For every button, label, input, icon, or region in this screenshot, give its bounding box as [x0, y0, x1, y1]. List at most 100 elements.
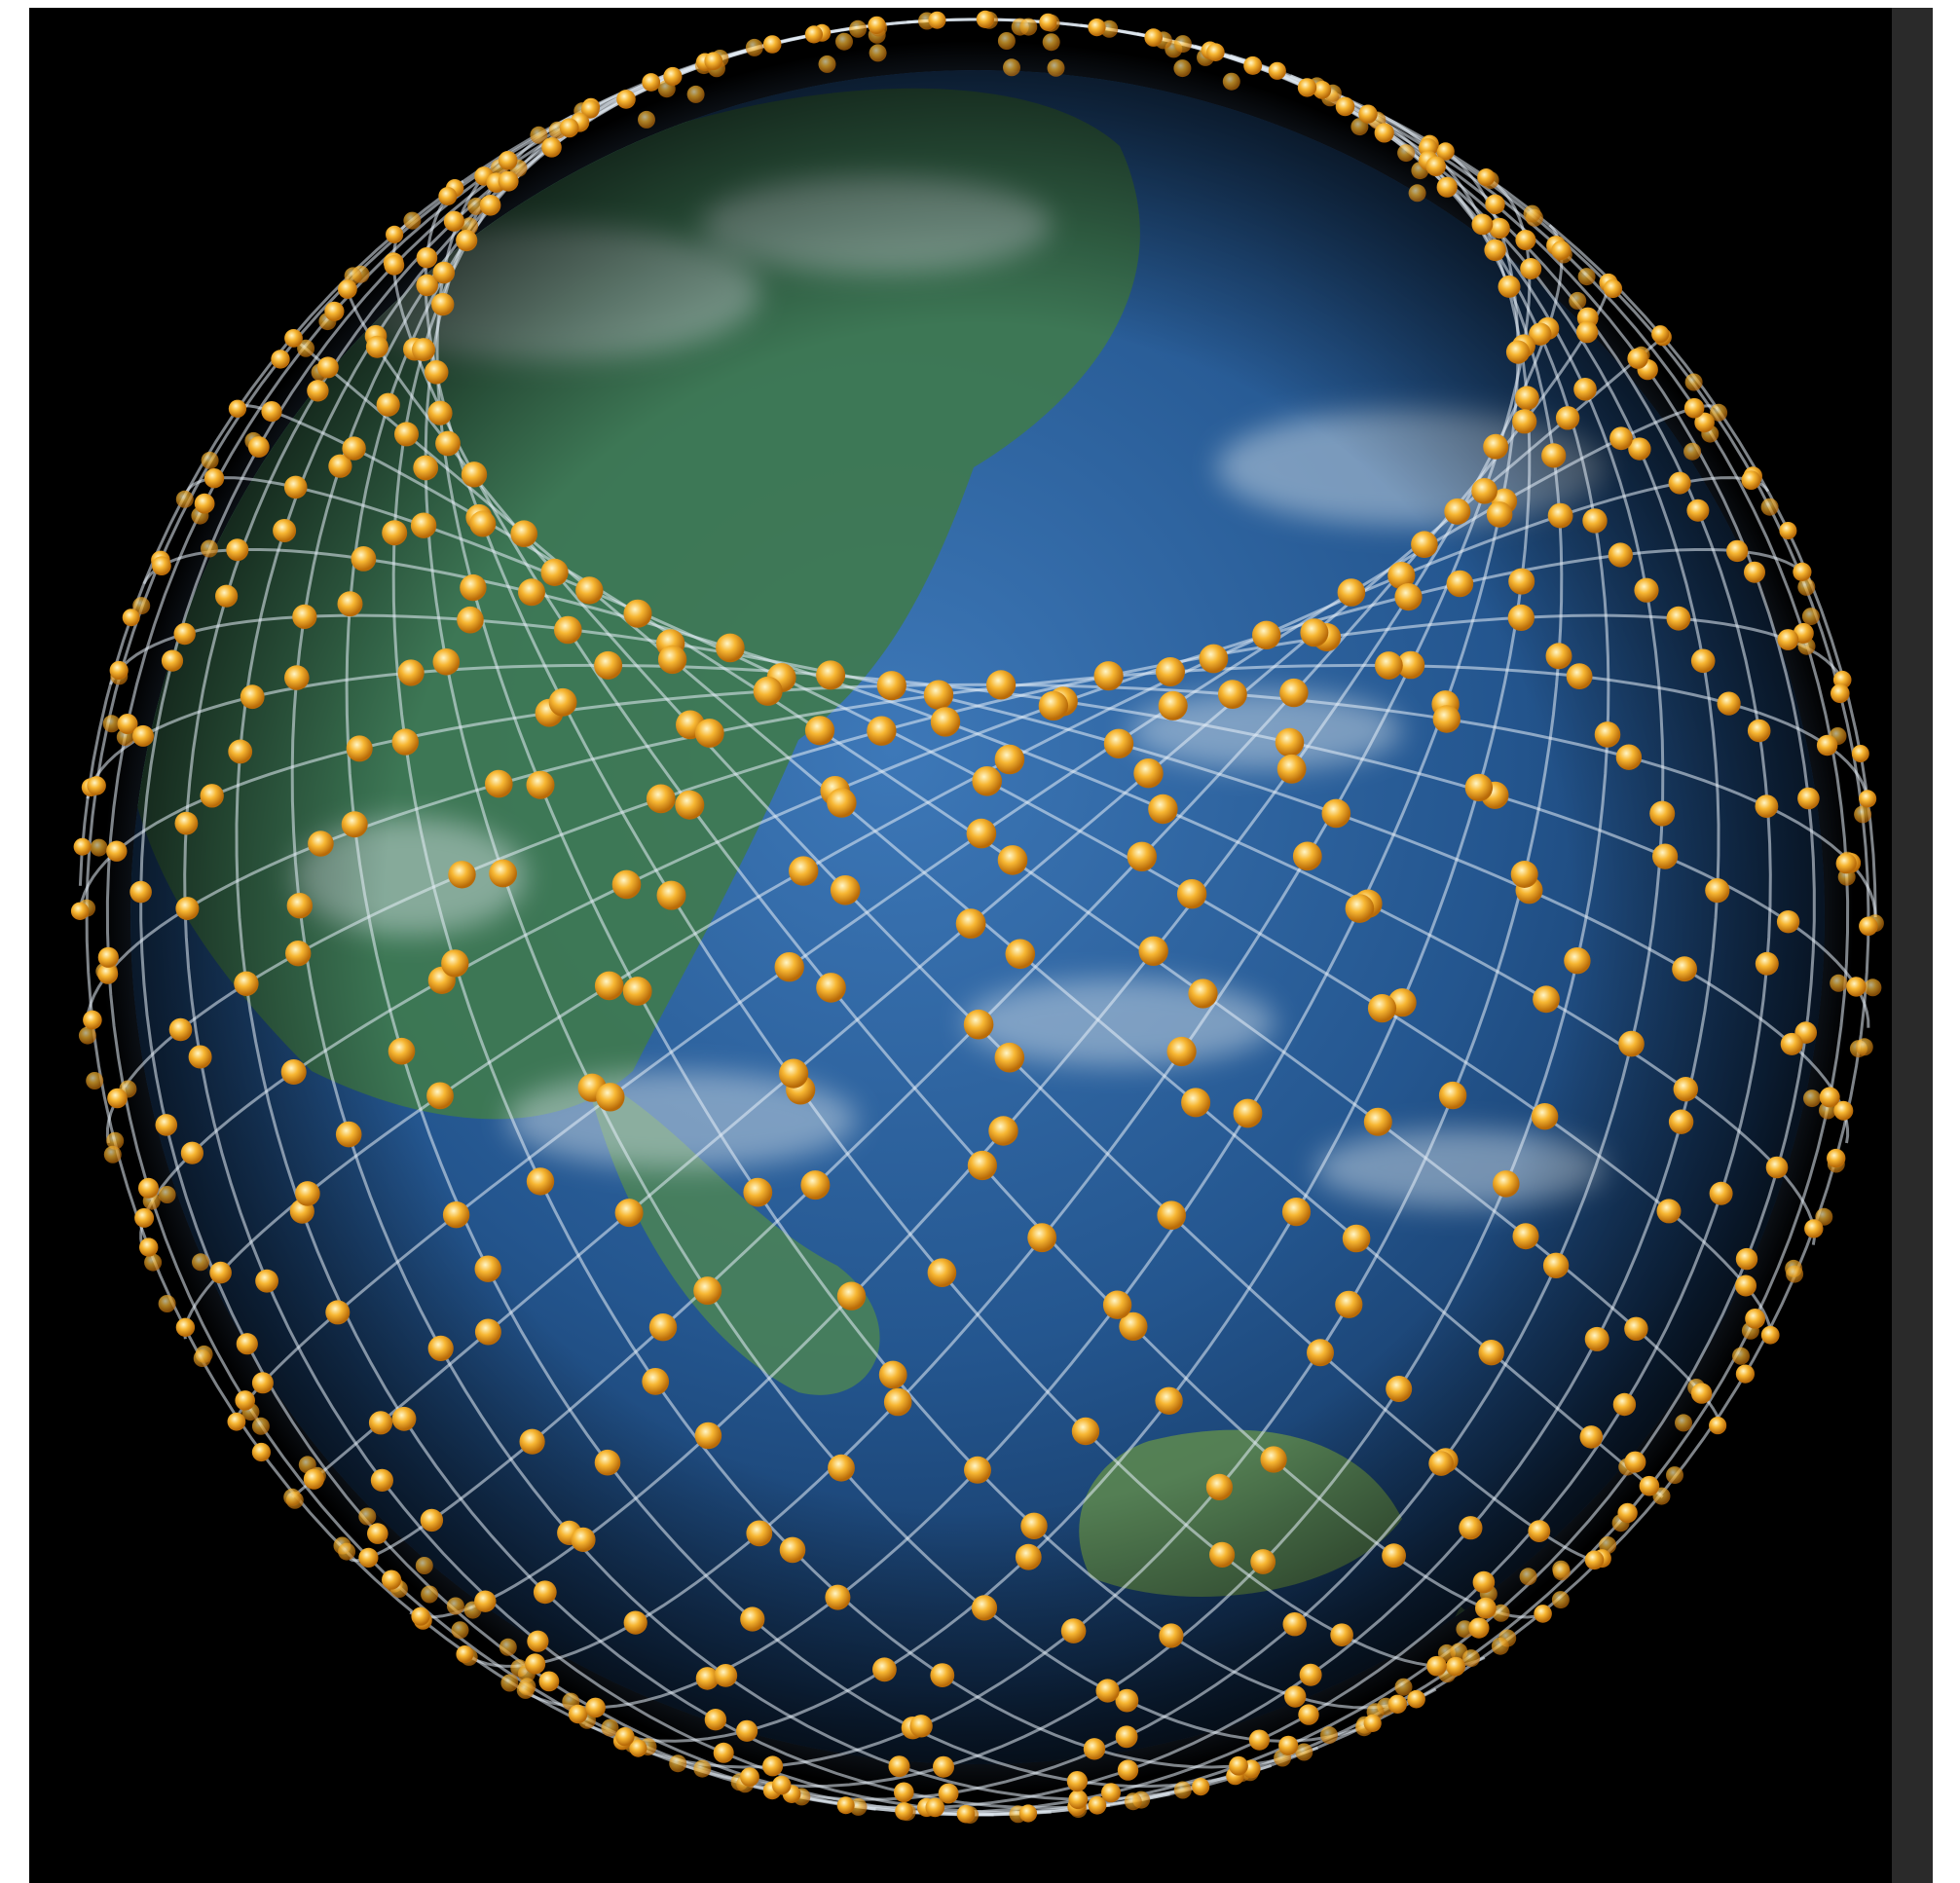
- satellite: [1735, 1247, 1758, 1271]
- satellite: [1477, 168, 1496, 187]
- satellite: [1243, 55, 1263, 75]
- satellite: [188, 1045, 212, 1069]
- satellite: [1345, 894, 1375, 923]
- satellite: [367, 1523, 388, 1544]
- satellite: [1831, 683, 1850, 704]
- satellite: [800, 1170, 831, 1200]
- satellite: [443, 210, 464, 232]
- satellite: [1652, 843, 1679, 869]
- satellite: [203, 468, 225, 489]
- satellite: [930, 1663, 955, 1687]
- satellite: [442, 1201, 470, 1229]
- satellite: [596, 1083, 625, 1112]
- satellite: [240, 684, 265, 710]
- satellite: [283, 475, 308, 499]
- satellite: [1755, 794, 1779, 818]
- satellite: [1471, 213, 1494, 236]
- satellite: [538, 1671, 560, 1692]
- satellite: [1786, 1265, 1804, 1283]
- satellite: [762, 1755, 784, 1777]
- satellite: [461, 462, 488, 488]
- satellite: [103, 1145, 122, 1163]
- satellite: [646, 784, 676, 814]
- satellite: [1066, 1771, 1088, 1792]
- satellite: [1124, 1792, 1142, 1811]
- satellite: [580, 99, 600, 119]
- satellite: [1337, 578, 1366, 607]
- satellite: [548, 687, 577, 717]
- satellite: [1684, 373, 1703, 391]
- satellite: [1830, 974, 1848, 992]
- satellite: [316, 356, 339, 379]
- satellite: [585, 1697, 606, 1718]
- satellite: [451, 1621, 469, 1640]
- satellite: [955, 908, 986, 939]
- satellite: [526, 1167, 555, 1196]
- satellite: [420, 1508, 444, 1532]
- satellite: [338, 279, 357, 299]
- satellite: [1313, 81, 1332, 99]
- satellite: [295, 1181, 320, 1206]
- satellite: [541, 137, 562, 158]
- satellite: [1300, 618, 1329, 647]
- satellite: [1298, 1704, 1319, 1725]
- satellite: [1432, 705, 1461, 733]
- satellite: [432, 261, 456, 284]
- satellite: [255, 1269, 278, 1293]
- satellite: [341, 811, 368, 838]
- satellite: [498, 151, 518, 170]
- satellite: [1387, 562, 1416, 590]
- satellite: [1252, 620, 1281, 649]
- satellite: [925, 1797, 945, 1818]
- satellite: [1515, 386, 1539, 411]
- satellite: [1188, 978, 1218, 1009]
- orbit-line: [448, 336, 1664, 1366]
- satellite: [1651, 325, 1670, 344]
- satellite: [307, 380, 329, 402]
- satellite: [1533, 985, 1560, 1014]
- satellite: [1656, 1199, 1682, 1224]
- satellite: [1039, 13, 1057, 31]
- satellite: [519, 1428, 545, 1455]
- satellite: [368, 1411, 393, 1435]
- satellite: [1573, 378, 1597, 401]
- satellite: [568, 1704, 588, 1724]
- satellite: [1508, 568, 1535, 595]
- satellite: [1855, 1038, 1873, 1056]
- satellite: [410, 512, 437, 538]
- satellite: [1803, 1089, 1821, 1108]
- satellite: [283, 1488, 302, 1506]
- satellite: [261, 401, 282, 423]
- satellite: [1408, 184, 1426, 203]
- satellite: [988, 1116, 1018, 1146]
- satellite: [1534, 1605, 1552, 1623]
- satellite: [1545, 643, 1572, 670]
- satellite: [1115, 1688, 1139, 1713]
- satellite: [1668, 1109, 1694, 1134]
- satellite: [1375, 651, 1403, 680]
- satellite: [816, 973, 846, 1003]
- satellite: [1206, 43, 1225, 61]
- satellite: [173, 622, 196, 646]
- satellite: [1683, 442, 1702, 461]
- satellite: [611, 869, 642, 900]
- satellite: [616, 90, 636, 109]
- satellite: [161, 649, 184, 672]
- satellite: [158, 1295, 176, 1312]
- satellite: [1397, 144, 1416, 163]
- satellite: [927, 1258, 957, 1287]
- satellite: [109, 660, 129, 681]
- satellite: [530, 126, 548, 144]
- satellite: [132, 724, 154, 747]
- satellite: [876, 671, 906, 701]
- satellite: [1575, 320, 1599, 344]
- satellite: [1510, 861, 1538, 888]
- satellite: [1173, 59, 1192, 78]
- satellite: [1003, 58, 1020, 77]
- satellite: [828, 1454, 855, 1482]
- satellite: [693, 1276, 722, 1306]
- satellite: [642, 73, 661, 92]
- satellite: [78, 1026, 96, 1045]
- satellite: [1382, 1543, 1406, 1569]
